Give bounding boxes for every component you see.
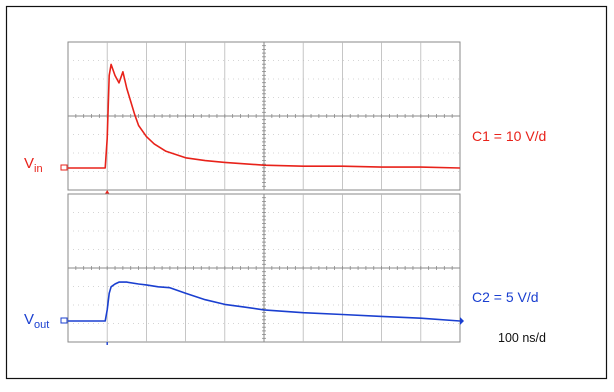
vout-ground-marker bbox=[60, 317, 68, 324]
c2-scale-label: C2 = 5 V/d bbox=[472, 289, 539, 305]
vout-label-main: V bbox=[24, 311, 34, 328]
c1-scale-label: C1 = 10 V/d bbox=[472, 128, 546, 144]
vin-trace bbox=[68, 63, 461, 169]
panel-vin bbox=[60, 41, 461, 195]
vout-trace bbox=[68, 281, 461, 322]
time-scale-label: 100 ns/d bbox=[498, 331, 546, 345]
trigger-level-marker bbox=[460, 317, 464, 325]
vout-label: Vout bbox=[24, 311, 49, 331]
vin-label-main: V bbox=[24, 155, 34, 172]
vout-label-sub: out bbox=[34, 319, 49, 331]
vin-label-sub: in bbox=[34, 163, 43, 175]
panel-vout bbox=[60, 193, 464, 345]
vin-label: Vin bbox=[24, 155, 43, 175]
vin-ground-marker bbox=[60, 164, 68, 171]
